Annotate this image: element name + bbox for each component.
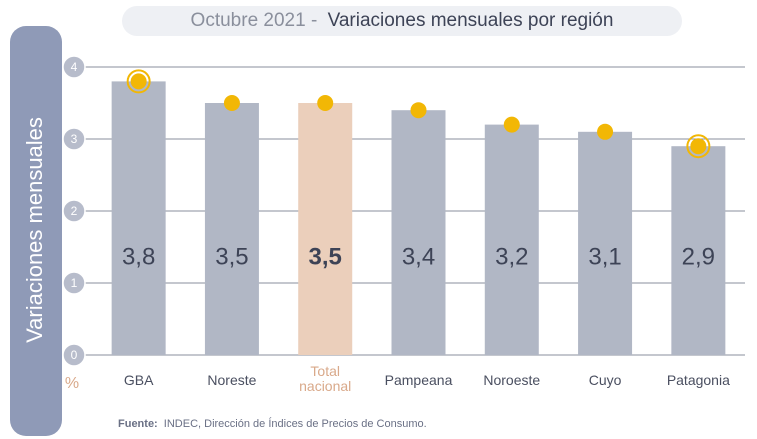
x-tick-label: Total nacional [299,363,352,394]
bar [204,103,259,355]
marker [130,73,147,90]
value-label: 2,9 [682,243,715,270]
marker [317,95,334,111]
y-tick-label: 1 [71,276,78,290]
bar [391,110,446,355]
source: Fuente: INDEC, Dirección de Índices de P… [118,417,427,430]
value-label: 3,8 [122,243,155,270]
value-label: 3,2 [495,243,528,270]
x-tick-label: Pampeana [384,372,453,388]
bar [111,81,166,356]
marker-ring [686,134,711,159]
marker [503,116,520,133]
value-label: 3,1 [588,243,621,270]
y-tick-label: 4 [71,60,78,74]
marker-ring [126,69,151,94]
chart-title: Octubre 2021 - Variaciones mensuales por… [191,10,614,31]
x-tick-label: Patagonia [666,372,730,388]
marker [223,95,240,111]
source-label: Fuente: [118,418,158,430]
value-label: 3,5 [309,243,342,270]
bar [578,131,633,355]
title-prefix: Octubre 2021 - [191,10,318,31]
y-tick-badge [62,127,86,151]
title-main: Variaciones mensuales por región [328,10,614,31]
y-tick-badge [62,199,86,223]
x-tick-label: Cuyo [588,372,622,388]
y-axis-label: Variaciones mensuales [22,117,47,343]
marker [690,138,707,155]
value-label: 3,4 [402,243,435,270]
y-unit: % [65,375,79,392]
title-pill [122,6,682,36]
value-label: 3,5 [215,243,248,270]
y-tick-label: 2 [71,204,78,218]
y-tick-label: 3 [71,132,78,146]
x-tick-label: Noroeste [483,372,541,388]
y-tick-label: 0 [71,348,78,362]
x-tick-label: GBA [123,372,154,388]
source-text: INDEC, Dirección de Índices de Precios d… [164,417,427,430]
y-tick-badge [62,271,86,295]
side-band [10,26,62,436]
y-tick-badge [62,55,86,79]
bar [298,103,353,355]
bar [671,146,726,355]
bar [484,124,539,355]
y-tick-badge [62,343,86,367]
marker [597,123,614,140]
x-tick-label: Noreste [207,372,257,388]
marker [410,102,427,119]
